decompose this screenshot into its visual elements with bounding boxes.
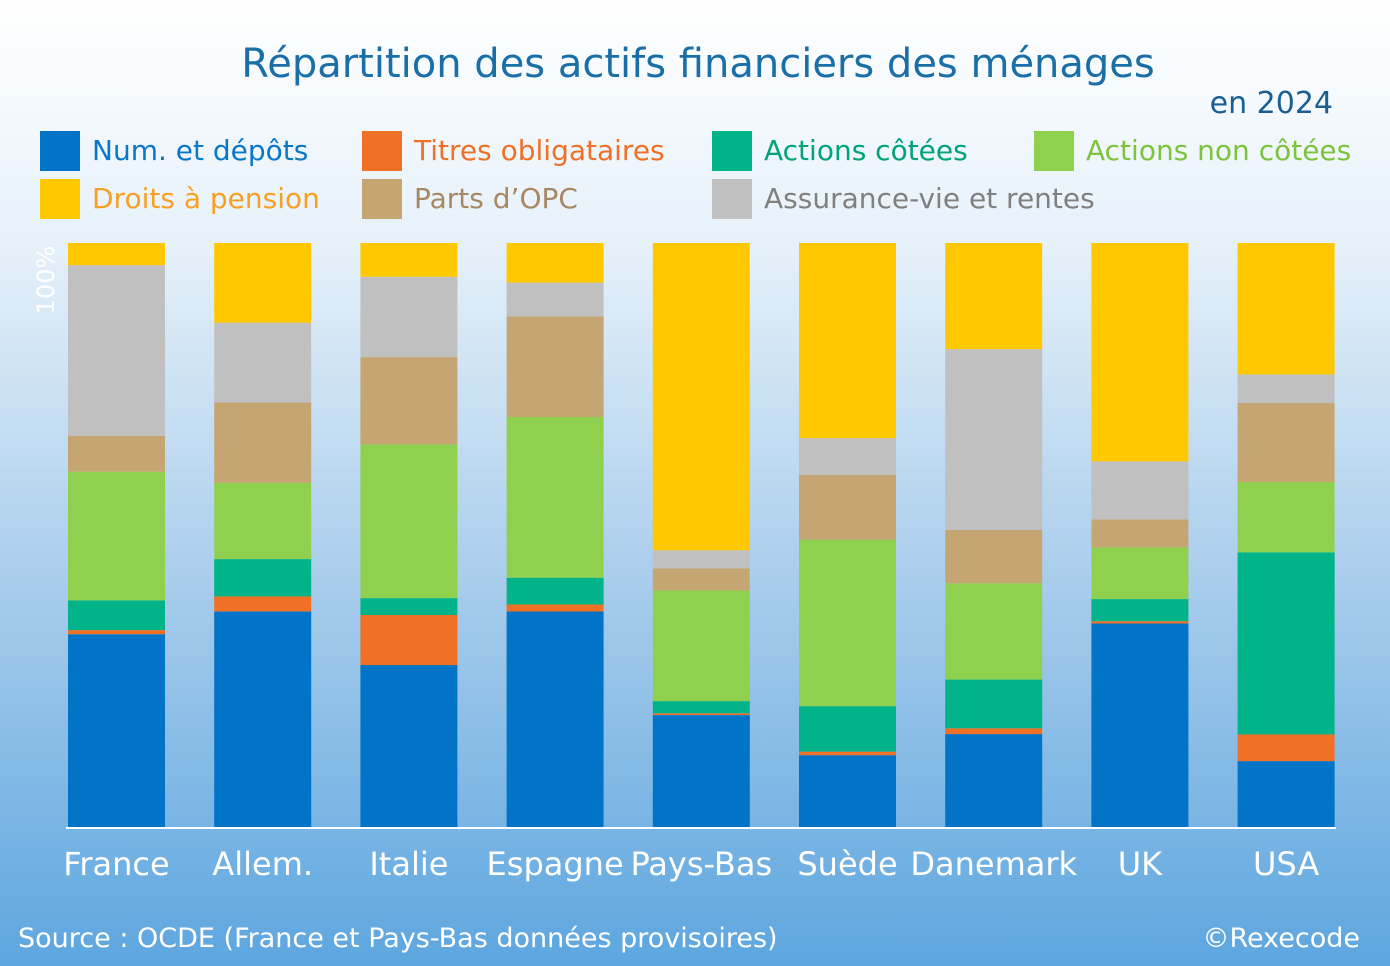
- bar-danemark-parts-d-opc: [945, 530, 1043, 584]
- legend-swatch-num-et-depots: [40, 131, 80, 171]
- legend-label-actions-non-cotees: Actions non côtées: [1086, 134, 1351, 167]
- bar-pays-bas-titres-obligataires: [652, 713, 750, 715]
- bar-italie-actions-non-cotees: [360, 444, 458, 599]
- bar-pays-bas-actions-cotees: [652, 701, 750, 714]
- bar-danemark-titres-obligataires: [945, 728, 1043, 735]
- copyright: ©Rexecode: [1202, 923, 1360, 954]
- legend-label-droits-a-pension: Droits à pension: [92, 182, 320, 215]
- bar-usa-parts-d-opc: [1237, 402, 1335, 482]
- bar-italie-titres-obligataires: [360, 615, 458, 666]
- bar-usa-assurance-vie-et-rentes: [1237, 374, 1335, 403]
- bar-suede-parts-d-opc: [799, 474, 896, 540]
- bar-uk-parts-d-opc: [1091, 519, 1189, 548]
- bar-suede-num-et-depots: [799, 755, 896, 828]
- bar-espagne-actions-non-cotees: [506, 417, 604, 578]
- x-tick-france: France: [63, 845, 169, 883]
- legend-label-assurance-vie-et-rentes: Assurance-vie et rentes: [764, 182, 1095, 215]
- chart-title: Répartition des actifs financiers des mé…: [241, 41, 1155, 87]
- bar-usa-droits-a-pension: [1237, 243, 1335, 375]
- x-tick-allem: Allem.: [212, 845, 313, 883]
- bar-suede-actions-non-cotees: [799, 539, 896, 707]
- bar-espagne-actions-cotees: [506, 577, 604, 605]
- bar-uk-actions-cotees: [1091, 599, 1189, 622]
- bar-france-droits-a-pension: [68, 243, 165, 266]
- x-tick-suede: Suède: [797, 845, 897, 883]
- legend: Num. et dépôts Titres obligataires Actions…: [40, 131, 1351, 219]
- legend-label-num-et-depots: Num. et dépôts: [92, 134, 308, 167]
- bar-espagne-droits-a-pension: [506, 243, 604, 283]
- bar-usa-num-et-depots: [1237, 761, 1335, 828]
- bar-italie-actions-cotees: [360, 598, 458, 615]
- legend-swatch-droits-a-pension: [40, 179, 80, 219]
- bar-italie-parts-d-opc: [360, 357, 458, 445]
- y-axis-label: 100%: [32, 246, 60, 315]
- x-tick-italie: Italie: [369, 845, 448, 883]
- x-tick-usa: USA: [1253, 845, 1319, 883]
- bar-italie-assurance-vie-et-rentes: [360, 276, 458, 358]
- bar-pays-bas-parts-d-opc: [652, 568, 750, 591]
- bars: [68, 243, 1335, 828]
- bar-espagne-assurance-vie-et-rentes: [506, 282, 604, 317]
- source-note: Source : OCDE (France et Pays-Bas donnée…: [18, 923, 778, 954]
- legend-label-actions-cotees: Actions côtées: [764, 134, 968, 167]
- legend-swatch-parts-d-opc: [362, 179, 402, 219]
- bar-france-assurance-vie-et-rentes: [68, 265, 165, 436]
- bar-pays-bas-num-et-depots: [652, 715, 750, 828]
- bar-uk-titres-obligataires: [1091, 621, 1189, 624]
- bar-allem-assurance-vie-et-rentes: [214, 322, 312, 403]
- bar-pays-bas-actions-non-cotees: [652, 590, 750, 702]
- bar-uk-num-et-depots: [1091, 623, 1189, 828]
- bar-usa-titres-obligataires: [1237, 734, 1335, 762]
- x-tick-labels: France Allem. Italie Espagne Pays-Bas Suède Da…: [63, 845, 1319, 883]
- bar-uk-actions-non-cotees: [1091, 547, 1189, 600]
- bar-allem-parts-d-opc: [214, 402, 312, 483]
- bar-danemark-droits-a-pension: [945, 243, 1043, 350]
- x-tick-danemark: Danemark: [910, 845, 1077, 883]
- bar-usa-actions-non-cotees: [1237, 482, 1335, 553]
- bar-danemark-assurance-vie-et-rentes: [945, 349, 1043, 530]
- bar-danemark-num-et-depots: [945, 734, 1043, 828]
- bar-suede-droits-a-pension: [799, 243, 896, 439]
- legend-swatch-assurance-vie-et-rentes: [712, 179, 752, 219]
- bar-allem-titres-obligataires: [214, 596, 312, 612]
- bar-allem-actions-cotees: [214, 559, 312, 597]
- bar-uk-droits-a-pension: [1091, 243, 1189, 462]
- bar-italie-num-et-depots: [360, 665, 458, 828]
- legend-label-titres-obligataires: Titres obligataires: [413, 134, 665, 167]
- bar-allem-num-et-depots: [214, 611, 312, 828]
- x-tick-uk: UK: [1118, 845, 1163, 883]
- bar-usa-actions-cotees: [1237, 552, 1335, 735]
- x-tick-pays-bas: Pays-Bas: [630, 845, 772, 883]
- bar-suede-actions-cotees: [799, 706, 896, 752]
- bar-allem-actions-non-cotees: [214, 482, 312, 560]
- bar-suede-titres-obligataires: [799, 751, 896, 756]
- bar-italie-droits-a-pension: [360, 243, 458, 277]
- bar-espagne-num-et-depots: [506, 611, 604, 828]
- bar-france-parts-d-opc: [68, 435, 165, 472]
- bar-danemark-actions-non-cotees: [945, 583, 1043, 680]
- legend-swatch-actions-non-cotees: [1034, 131, 1074, 171]
- bar-france-titres-obligataires: [68, 630, 165, 635]
- bar-uk-assurance-vie-et-rentes: [1091, 461, 1189, 520]
- bar-espagne-titres-obligataires: [506, 604, 604, 612]
- bar-france-actions-cotees: [68, 600, 165, 631]
- bar-pays-bas-assurance-vie-et-rentes: [652, 550, 750, 569]
- bar-allem-droits-a-pension: [214, 243, 312, 323]
- bar-france-num-et-depots: [68, 634, 165, 828]
- bar-danemark-actions-cotees: [945, 679, 1043, 729]
- bar-france-actions-non-cotees: [68, 471, 165, 601]
- x-tick-espagne: Espagne: [487, 845, 624, 883]
- bar-espagne-parts-d-opc: [506, 316, 604, 417]
- bar-suede-assurance-vie-et-rentes: [799, 438, 896, 475]
- legend-swatch-titres-obligataires: [362, 131, 402, 171]
- legend-label-parts-d-opc: Parts d’OPC: [414, 182, 578, 215]
- chart-subtitle: en 2024: [1210, 86, 1333, 121]
- legend-swatch-actions-cotees: [712, 131, 752, 171]
- bar-pays-bas-droits-a-pension: [652, 243, 750, 551]
